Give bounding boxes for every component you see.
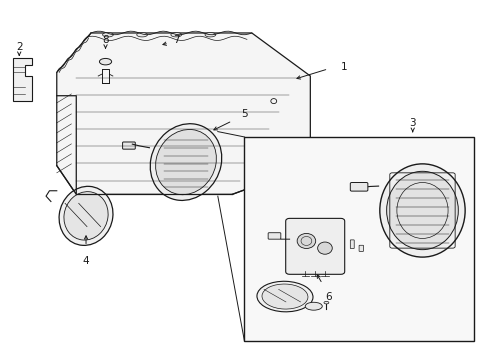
Ellipse shape — [102, 33, 113, 37]
FancyBboxPatch shape — [285, 219, 344, 274]
FancyBboxPatch shape — [122, 142, 135, 149]
Ellipse shape — [204, 33, 215, 37]
Ellipse shape — [379, 164, 464, 257]
Polygon shape — [57, 33, 310, 194]
Ellipse shape — [99, 58, 111, 65]
FancyBboxPatch shape — [358, 245, 363, 251]
Ellipse shape — [150, 124, 221, 201]
Text: 1: 1 — [341, 62, 347, 72]
Ellipse shape — [59, 186, 113, 246]
Ellipse shape — [297, 233, 315, 248]
Ellipse shape — [256, 281, 312, 312]
Ellipse shape — [170, 33, 181, 37]
Text: 3: 3 — [408, 118, 415, 128]
Ellipse shape — [262, 284, 307, 309]
Ellipse shape — [305, 302, 322, 310]
Bar — [244, 137, 473, 341]
Text: 5: 5 — [241, 109, 247, 119]
FancyBboxPatch shape — [349, 183, 367, 191]
Ellipse shape — [137, 33, 147, 37]
Text: 8: 8 — [102, 35, 109, 45]
Text: 2: 2 — [16, 42, 22, 52]
Text: 7: 7 — [173, 35, 179, 45]
Ellipse shape — [324, 301, 328, 304]
Polygon shape — [13, 58, 32, 101]
Ellipse shape — [317, 242, 331, 254]
Text: 4: 4 — [82, 256, 89, 266]
Ellipse shape — [155, 130, 216, 195]
Ellipse shape — [64, 192, 108, 240]
Text: 6: 6 — [325, 292, 331, 302]
FancyBboxPatch shape — [349, 240, 353, 248]
Ellipse shape — [386, 171, 457, 249]
FancyBboxPatch shape — [267, 233, 280, 239]
